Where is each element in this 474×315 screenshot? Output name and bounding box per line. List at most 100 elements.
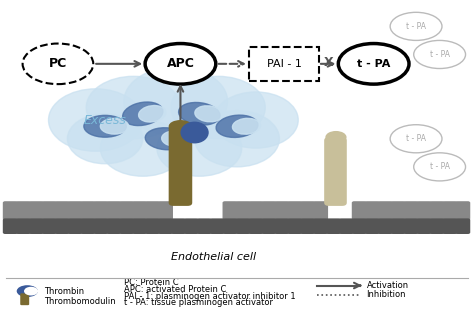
FancyBboxPatch shape — [119, 218, 134, 234]
Circle shape — [86, 76, 181, 139]
FancyBboxPatch shape — [28, 201, 44, 220]
Text: Activation: Activation — [366, 281, 409, 290]
FancyBboxPatch shape — [197, 218, 212, 234]
FancyBboxPatch shape — [416, 201, 431, 220]
Text: t - PA: tissue plasminogen activator: t - PA: tissue plasminogen activator — [124, 299, 273, 307]
Ellipse shape — [138, 106, 166, 122]
FancyBboxPatch shape — [236, 201, 251, 220]
Text: X: X — [324, 56, 333, 69]
FancyBboxPatch shape — [20, 293, 29, 305]
FancyBboxPatch shape — [132, 201, 147, 220]
FancyBboxPatch shape — [248, 201, 264, 220]
Circle shape — [157, 120, 242, 176]
Ellipse shape — [24, 287, 38, 295]
Ellipse shape — [390, 125, 442, 153]
Text: t - PA: t - PA — [406, 134, 426, 143]
Ellipse shape — [84, 115, 126, 137]
Text: Inhibition: Inhibition — [366, 290, 406, 299]
Ellipse shape — [145, 43, 216, 84]
Text: t - PA: t - PA — [406, 22, 426, 31]
Text: PAI - 1: plasminogen activator inhibitor 1: PAI - 1: plasminogen activator inhibitor… — [124, 292, 295, 301]
Text: t - PA: t - PA — [429, 162, 450, 171]
FancyBboxPatch shape — [184, 218, 199, 234]
FancyBboxPatch shape — [378, 218, 392, 234]
FancyBboxPatch shape — [391, 218, 406, 234]
FancyBboxPatch shape — [93, 218, 109, 234]
FancyBboxPatch shape — [222, 218, 237, 234]
FancyBboxPatch shape — [81, 201, 95, 220]
FancyBboxPatch shape — [326, 218, 341, 234]
FancyBboxPatch shape — [274, 201, 289, 220]
FancyBboxPatch shape — [403, 218, 419, 234]
Ellipse shape — [100, 118, 128, 134]
Ellipse shape — [414, 153, 465, 181]
FancyBboxPatch shape — [145, 218, 160, 234]
Text: PC: PC — [49, 57, 67, 70]
Ellipse shape — [145, 128, 187, 150]
FancyBboxPatch shape — [339, 218, 354, 234]
FancyBboxPatch shape — [352, 201, 367, 220]
FancyBboxPatch shape — [324, 137, 347, 206]
Ellipse shape — [179, 102, 220, 125]
FancyBboxPatch shape — [169, 125, 192, 206]
Text: t - PA: t - PA — [429, 50, 450, 59]
FancyBboxPatch shape — [158, 218, 173, 234]
FancyBboxPatch shape — [158, 201, 173, 220]
FancyBboxPatch shape — [236, 218, 251, 234]
FancyBboxPatch shape — [429, 218, 445, 234]
FancyBboxPatch shape — [55, 201, 70, 220]
FancyBboxPatch shape — [403, 201, 419, 220]
FancyBboxPatch shape — [416, 218, 431, 234]
FancyBboxPatch shape — [313, 218, 328, 234]
FancyBboxPatch shape — [300, 218, 315, 234]
Ellipse shape — [232, 118, 260, 134]
Text: Endothelial cell: Endothelial cell — [171, 252, 256, 262]
FancyBboxPatch shape — [67, 218, 82, 234]
FancyBboxPatch shape — [3, 201, 18, 220]
FancyBboxPatch shape — [28, 218, 44, 234]
FancyBboxPatch shape — [261, 218, 276, 234]
Ellipse shape — [162, 131, 190, 146]
FancyBboxPatch shape — [300, 201, 315, 220]
Ellipse shape — [195, 106, 223, 122]
FancyBboxPatch shape — [106, 218, 121, 234]
FancyBboxPatch shape — [313, 201, 328, 220]
Text: APC: activated Protein C: APC: activated Protein C — [124, 285, 226, 294]
FancyBboxPatch shape — [365, 218, 380, 234]
FancyBboxPatch shape — [16, 201, 31, 220]
FancyBboxPatch shape — [145, 201, 160, 220]
FancyBboxPatch shape — [455, 201, 470, 220]
Ellipse shape — [123, 102, 163, 126]
FancyBboxPatch shape — [42, 201, 57, 220]
Circle shape — [67, 114, 143, 164]
Ellipse shape — [216, 115, 258, 137]
FancyBboxPatch shape — [352, 218, 367, 234]
Ellipse shape — [17, 285, 38, 297]
FancyBboxPatch shape — [378, 201, 392, 220]
FancyBboxPatch shape — [261, 201, 276, 220]
Text: PC: Protein C: PC: Protein C — [124, 278, 179, 287]
FancyBboxPatch shape — [55, 218, 70, 234]
Text: Thrombomodulin: Thrombomodulin — [44, 297, 116, 306]
Ellipse shape — [414, 40, 465, 69]
FancyBboxPatch shape — [210, 218, 225, 234]
Text: Excess: Excess — [83, 113, 127, 127]
FancyBboxPatch shape — [119, 201, 134, 220]
FancyBboxPatch shape — [249, 47, 319, 81]
FancyBboxPatch shape — [42, 218, 57, 234]
FancyBboxPatch shape — [442, 201, 457, 220]
FancyBboxPatch shape — [429, 201, 445, 220]
FancyBboxPatch shape — [391, 201, 406, 220]
Text: t - PA: t - PA — [357, 59, 391, 69]
FancyBboxPatch shape — [248, 218, 264, 234]
Circle shape — [171, 76, 265, 139]
FancyBboxPatch shape — [274, 218, 289, 234]
Ellipse shape — [181, 122, 209, 143]
FancyBboxPatch shape — [171, 218, 186, 234]
FancyBboxPatch shape — [132, 218, 147, 234]
FancyBboxPatch shape — [222, 201, 237, 220]
Circle shape — [124, 67, 228, 136]
Text: Thrombin: Thrombin — [44, 287, 84, 296]
FancyBboxPatch shape — [67, 201, 82, 220]
Ellipse shape — [23, 43, 93, 84]
